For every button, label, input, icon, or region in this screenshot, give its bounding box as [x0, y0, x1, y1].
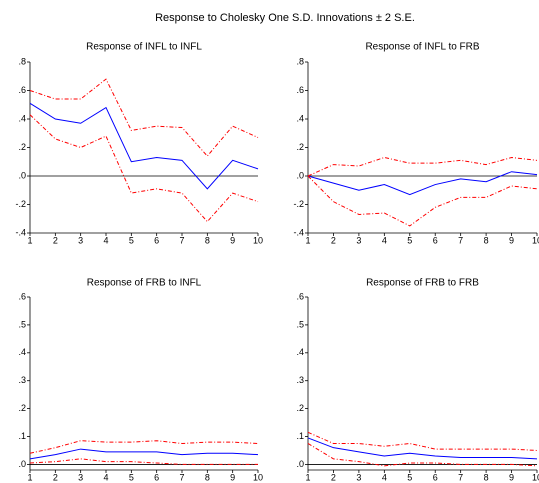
x-tick-label: 3 [356, 235, 361, 245]
subplot-title: Response of FRB to FRB [366, 278, 479, 289]
x-tick-label: 5 [407, 235, 412, 245]
y-tick-label: .3 [18, 375, 26, 385]
y-tick-label: .8 [296, 56, 304, 66]
x-tick-label: 4 [103, 235, 108, 245]
series-line [29, 458, 258, 465]
x-tick-label: 6 [433, 235, 438, 245]
x-tick-label: 1 [305, 235, 310, 245]
y-tick-label: .2 [296, 403, 304, 413]
x-tick-label: 10 [532, 235, 539, 245]
x-tick-label: 8 [205, 235, 210, 245]
y-tick-label: .5 [18, 319, 26, 329]
x-tick-label: 2 [53, 472, 58, 482]
y-tick-label: .2 [18, 403, 26, 413]
series-line [307, 431, 538, 451]
x-tick-label: 3 [356, 472, 361, 482]
x-tick-label: 3 [78, 472, 83, 482]
x-tick-label: 2 [53, 235, 58, 245]
y-tick-label: .3 [296, 375, 304, 385]
x-tick-label: 10 [253, 235, 263, 245]
x-tick-label: 6 [154, 235, 159, 245]
y-tick-label: .6 [18, 291, 26, 301]
x-tick-label: 6 [154, 472, 159, 482]
x-tick-label: 8 [484, 472, 489, 482]
x-tick-label: 4 [382, 235, 387, 245]
x-tick-label: 7 [179, 235, 184, 245]
series-line [29, 102, 259, 190]
x-tick-label: 7 [179, 472, 184, 482]
y-tick-label: .6 [296, 85, 304, 95]
x-tick-label: 7 [458, 235, 463, 245]
y-tick-label: .2 [18, 142, 26, 152]
y-tick-label: .4 [296, 347, 304, 357]
y-tick-label: .0 [296, 170, 304, 180]
x-tick-label: 5 [129, 472, 134, 482]
y-tick-label: .4 [18, 113, 26, 123]
series-line [29, 114, 259, 223]
x-tick-label: 5 [129, 235, 134, 245]
x-tick-label: 1 [27, 472, 32, 482]
series-line [307, 437, 538, 460]
series-line [307, 175, 538, 227]
y-tick-label: .6 [296, 291, 304, 301]
y-tick-label: .2 [296, 142, 304, 152]
x-tick-label: 2 [331, 472, 336, 482]
y-tick-label: .1 [296, 431, 304, 441]
y-tick-label: .4 [18, 347, 26, 357]
series-line [29, 78, 259, 157]
x-tick-label: 9 [230, 472, 235, 482]
x-tick-label: 4 [382, 472, 387, 482]
series-line [307, 171, 538, 196]
x-tick-label: 1 [305, 472, 310, 482]
y-tick-label: .6 [18, 85, 26, 95]
x-tick-label: 8 [484, 235, 489, 245]
y-tick-label: .0 [18, 170, 26, 180]
x-tick-label: 6 [433, 472, 438, 482]
x-tick-label: 9 [509, 472, 514, 482]
subplot-title: Response of INFL to FRB [365, 42, 479, 53]
series-line [307, 443, 538, 467]
y-tick-label: -.4 [293, 227, 304, 237]
x-tick-label: 9 [230, 235, 235, 245]
y-tick-label: .8 [18, 56, 26, 66]
y-tick-label: .0 [296, 459, 304, 469]
x-tick-label: 8 [205, 472, 210, 482]
x-tick-label: 10 [532, 472, 539, 482]
chart-title: Response to Cholesky One S.D. Innovation… [155, 12, 415, 24]
y-tick-label: .4 [296, 113, 304, 123]
y-tick-label: -.2 [15, 199, 26, 209]
x-tick-label: 7 [458, 472, 463, 482]
x-tick-label: 1 [27, 235, 32, 245]
series-line [29, 440, 259, 454]
x-tick-label: 4 [103, 472, 108, 482]
y-tick-label: -.2 [293, 199, 304, 209]
subplot-title: Response of INFL to INFL [86, 42, 202, 53]
series-line [29, 448, 259, 460]
x-tick-label: 10 [253, 472, 263, 482]
x-tick-label: 9 [509, 235, 514, 245]
x-tick-label: 5 [407, 472, 412, 482]
y-tick-label: .0 [18, 459, 26, 469]
x-tick-label: 2 [331, 235, 336, 245]
y-tick-label: -.4 [15, 227, 26, 237]
x-tick-label: 3 [78, 235, 83, 245]
subplot-title: Response of FRB to INFL [87, 278, 202, 289]
y-tick-label: .5 [296, 319, 304, 329]
y-tick-label: .1 [18, 431, 26, 441]
series-line [307, 156, 538, 177]
